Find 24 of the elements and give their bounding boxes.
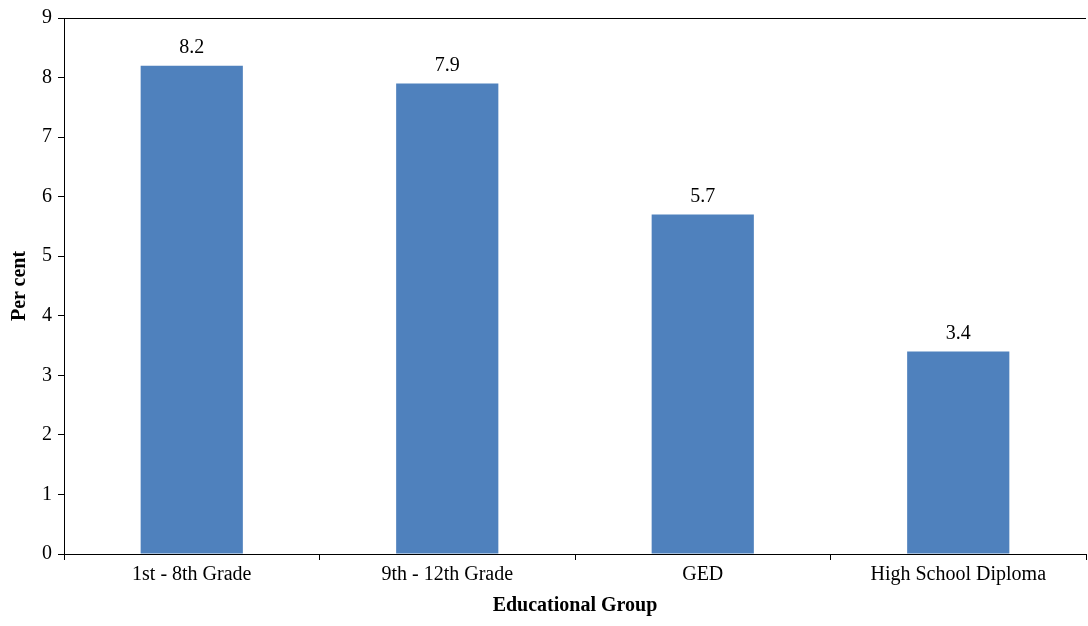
- bar: [651, 214, 754, 554]
- y-tick-label: 7: [42, 124, 52, 147]
- data-label: 8.2: [179, 34, 205, 57]
- y-tick-label: 2: [42, 422, 52, 445]
- data-label: 7.9: [434, 52, 460, 75]
- y-tick-label: 0: [42, 541, 52, 564]
- y-tick-label: 6: [42, 183, 52, 206]
- bar: [907, 351, 1010, 554]
- y-tick-label: 8: [42, 64, 52, 87]
- x-tick-label: High School Diploma: [870, 562, 1047, 586]
- y-axis-title: Per cent: [7, 250, 30, 322]
- x-tick-label: GED: [682, 562, 724, 585]
- y-tick-label: 1: [42, 481, 52, 504]
- x-tick-label: 9th - 12th Grade: [381, 562, 514, 585]
- x-axis-title: Educational Group: [492, 593, 658, 617]
- data-label: 5.7: [690, 183, 716, 206]
- bar: [396, 83, 499, 554]
- y-tick-label: 5: [42, 243, 52, 266]
- data-label: 3.4: [945, 320, 971, 343]
- y-tick-label: 9: [42, 5, 52, 28]
- y-tick-label: 3: [42, 362, 52, 385]
- x-tick-label: 1st - 8th Grade: [132, 562, 252, 585]
- y-tick-label: 4: [42, 303, 52, 326]
- bar: [140, 65, 243, 554]
